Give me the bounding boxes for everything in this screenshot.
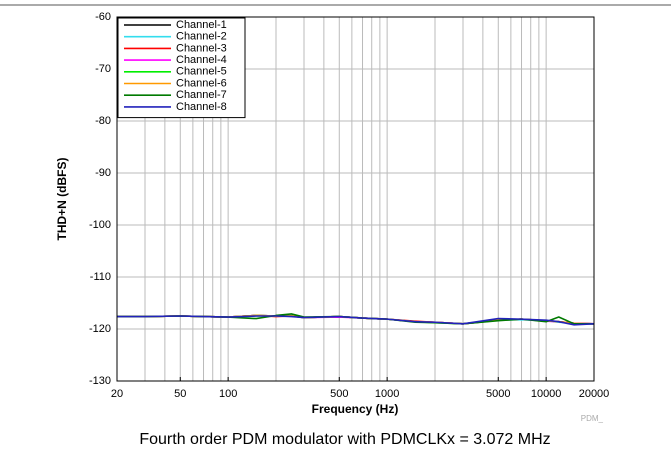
y-tick-label: -80 xyxy=(95,115,111,127)
legend-label: Channel-3 xyxy=(176,42,227,54)
plot-frame xyxy=(116,16,595,382)
x-tick-label: 20000 xyxy=(579,388,610,400)
y-tick-label: -70 xyxy=(95,63,111,75)
legend-label: Channel-2 xyxy=(176,31,227,43)
legend-label: Channel-7 xyxy=(176,89,227,101)
series-line xyxy=(117,315,595,326)
y-tick-label: -60 xyxy=(95,11,111,23)
caption: Fourth order PDM modulator with PDMCLKx … xyxy=(139,431,550,448)
x-tick-label: 20 xyxy=(111,388,123,400)
legend-label: Channel-5 xyxy=(176,66,227,78)
legend: Channel-1Channel-2Channel-3Channel-4Chan… xyxy=(117,17,246,119)
y-tick-label: -110 xyxy=(90,271,111,283)
legend-label: Channel-1 xyxy=(176,19,227,31)
lines xyxy=(117,313,595,326)
y-tick-label: -90 xyxy=(95,167,111,179)
y-tick-label: -130 xyxy=(89,375,111,387)
x-tick-label: 500 xyxy=(330,388,348,400)
x-tick-label: 10000 xyxy=(531,388,562,400)
watermark: PDM_ xyxy=(581,414,604,423)
x-tick-label: 50 xyxy=(174,388,186,400)
x-tick-label: 5000 xyxy=(486,388,510,400)
x-axis-label: Frequency (Hz) xyxy=(312,402,399,416)
y-axis-label: THD+N (dBFS) xyxy=(55,158,69,241)
y-tick-label: -120 xyxy=(89,323,111,335)
x-tick-label: 1000 xyxy=(375,388,399,400)
legend-label: Channel-8 xyxy=(176,101,227,113)
x-tick-label: 100 xyxy=(219,388,237,400)
legend-box xyxy=(117,17,246,119)
legend-label: Channel-6 xyxy=(176,77,227,89)
y-tick-label: -100 xyxy=(89,219,111,231)
legend-label: Channel-4 xyxy=(176,54,227,66)
